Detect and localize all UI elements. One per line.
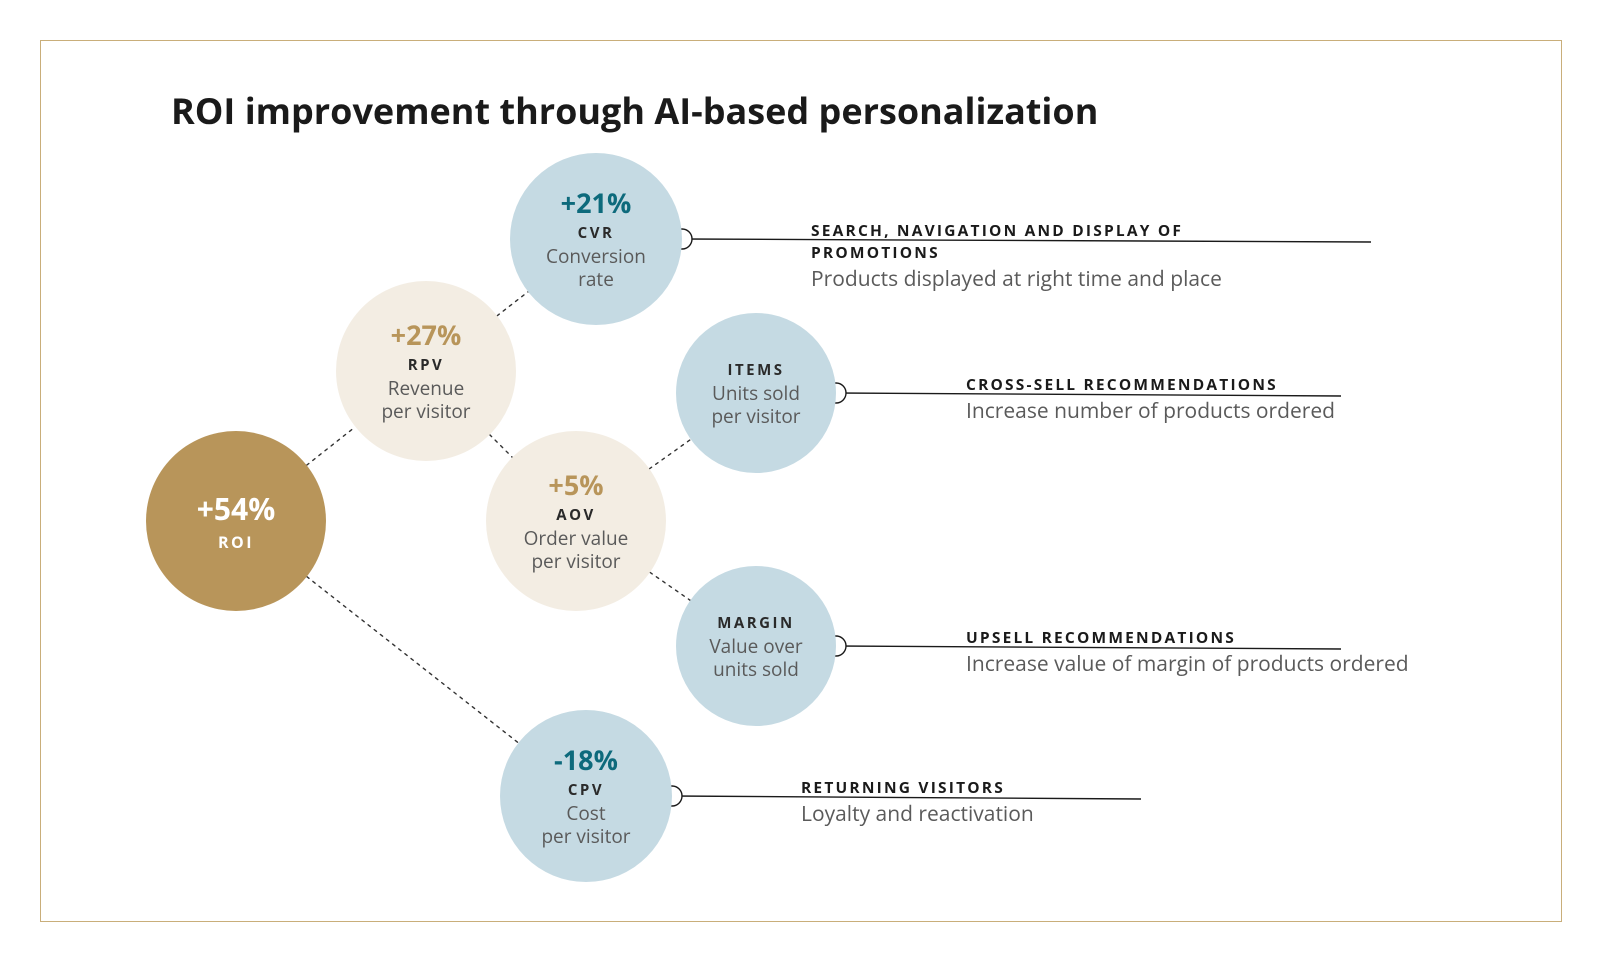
node-cvr: +21% CVR Conversionrate [510,153,682,325]
callout-margin-sub: Increase value of margin of products ord… [966,651,1409,678]
node-cvr-abbr: CVR [578,224,615,243]
callout-items: CROSS-SELL RECOMMENDATIONS Increase numbe… [966,373,1335,425]
node-roi-value: +54% [197,490,276,528]
callout-margin-heading: UPSELL RECOMMENDATIONS [966,626,1409,648]
node-cpv: -18% CPV Costper visitor [500,710,672,882]
node-cpv-desc: Costper visitor [541,802,630,850]
callout-items-heading: CROSS-SELL RECOMMENDATIONS [966,373,1335,395]
node-cpv-abbr: CPV [568,781,604,800]
node-roi-abbr: ROI [218,532,254,552]
node-rpv-abbr: RPV [408,356,445,375]
callout-cvr-sub: Products displayed at right time and pla… [811,266,1281,293]
callout-items-sub: Increase number of products ordered [966,398,1335,425]
node-rpv-desc: Revenueper visitor [381,377,470,425]
node-cpv-value: -18% [554,743,618,777]
node-aov: +5% AOV Order valueper visitor [486,431,666,611]
node-margin: MARGIN Value overunits sold [676,566,836,726]
callout-margin: UPSELL RECOMMENDATIONS Increase value of … [966,626,1409,678]
node-rpv-value: +27% [391,318,462,352]
callout-cpv-heading: RETURNING VISITORS [801,776,1034,798]
callout-cpv: RETURNING VISITORS Loyalty and reactivati… [801,776,1034,828]
node-cvr-desc: Conversionrate [546,245,646,293]
node-aov-abbr: AOV [556,506,596,525]
node-items-desc: Units soldper visitor [711,382,800,430]
callout-cvr-heading: SEARCH, NAVIGATION AND DISPLAY OF PROMOT… [811,219,1281,263]
node-cvr-value: +21% [561,186,632,220]
node-margin-abbr: MARGIN [717,614,794,633]
node-aov-value: +5% [548,468,603,502]
callout-cvr: SEARCH, NAVIGATION AND DISPLAY OF PROMOT… [811,219,1281,293]
node-items-abbr: ITEMS [728,361,785,380]
node-items: ITEMS Units soldper visitor [676,313,836,473]
diagram-frame: ROI improvement through AI-based persona… [40,40,1562,922]
node-aov-desc: Order valueper visitor [524,527,629,575]
node-roi: +54% ROI [146,431,326,611]
node-margin-desc: Value overunits sold [709,635,802,683]
callout-cpv-sub: Loyalty and reactivation [801,801,1034,828]
node-rpv: +27% RPV Revenueper visitor [336,281,516,461]
